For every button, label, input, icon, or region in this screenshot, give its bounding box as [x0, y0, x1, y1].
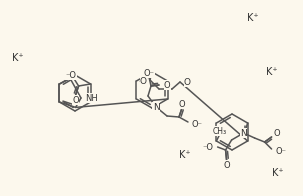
Text: K⁺: K⁺	[266, 67, 278, 77]
Text: N: N	[240, 129, 247, 138]
Text: N: N	[153, 103, 159, 112]
Text: O⁻: O⁻	[192, 120, 203, 129]
Text: NH: NH	[85, 93, 98, 103]
Text: K⁺: K⁺	[12, 53, 24, 63]
Text: K⁺: K⁺	[272, 168, 284, 178]
Text: O: O	[140, 76, 147, 85]
Text: O: O	[223, 161, 230, 170]
Text: CH₃: CH₃	[212, 126, 226, 135]
Text: O: O	[179, 100, 185, 109]
Text: O⁻: O⁻	[144, 68, 155, 77]
Text: ⁻O: ⁻O	[203, 142, 214, 152]
Text: O: O	[184, 77, 191, 86]
Text: O⁻: O⁻	[276, 148, 287, 156]
Text: K⁺: K⁺	[179, 150, 191, 160]
Text: K⁺: K⁺	[247, 13, 259, 23]
Text: O: O	[164, 81, 171, 90]
Text: O: O	[274, 129, 280, 138]
Text: ⁻O: ⁻O	[65, 71, 76, 80]
Text: O: O	[72, 95, 79, 104]
